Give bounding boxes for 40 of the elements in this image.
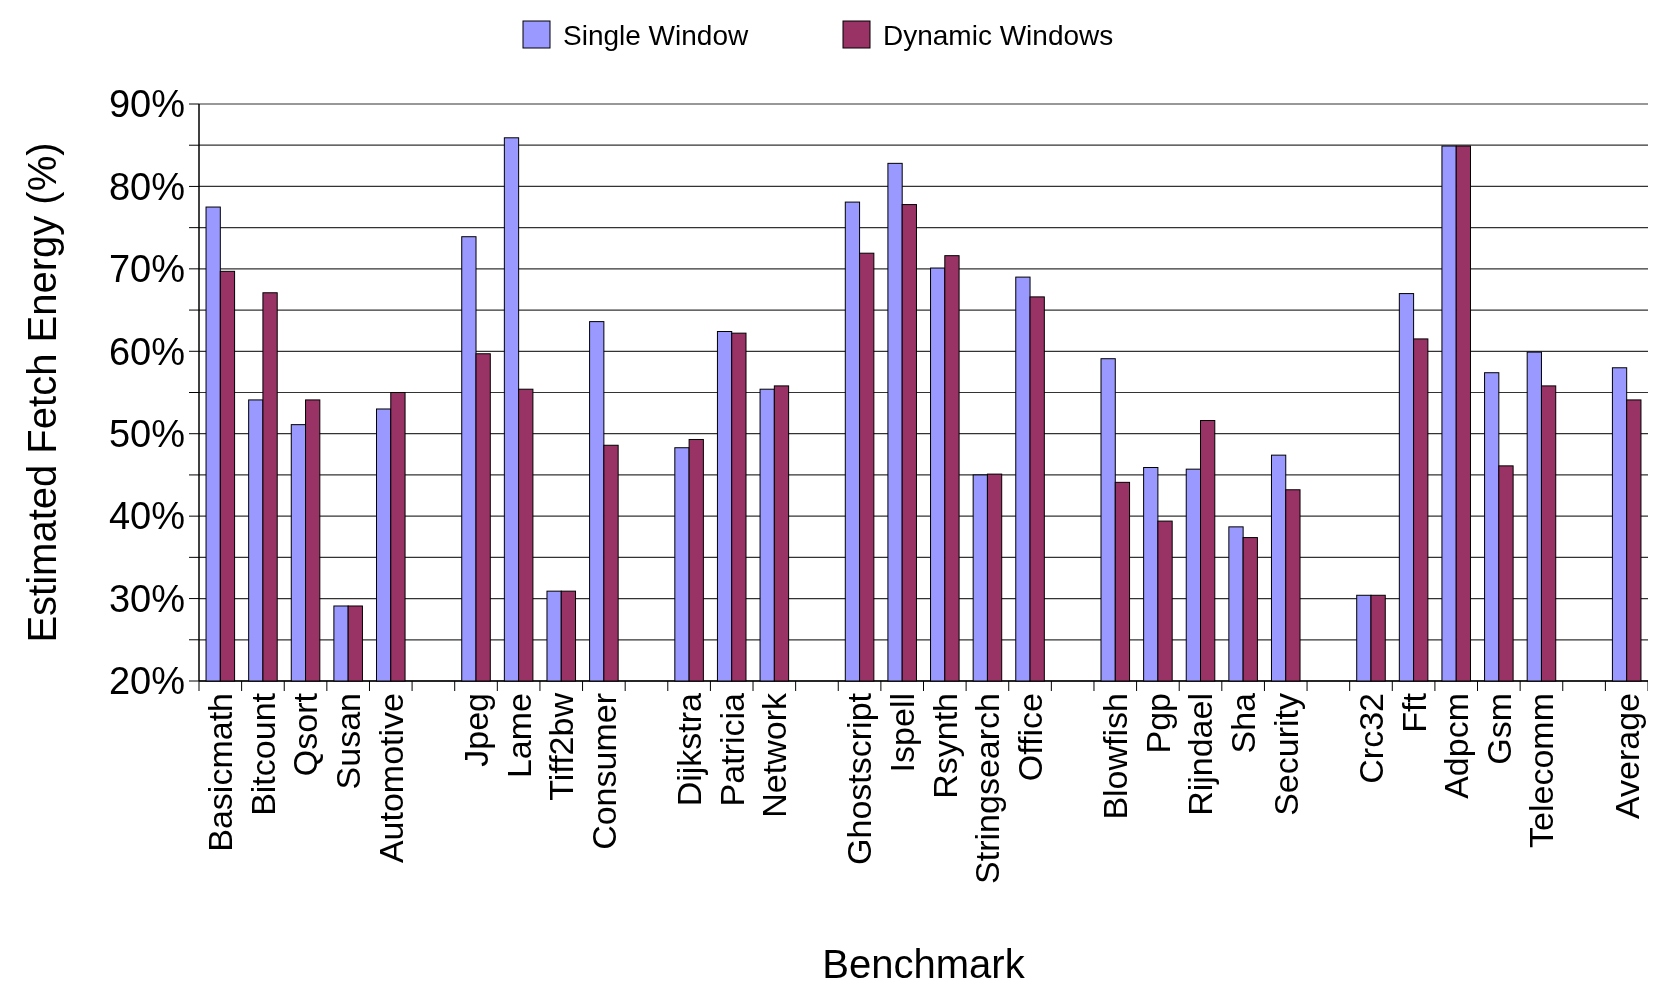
legend-label: Dynamic Windows <box>883 19 1114 51</box>
x-tick-label: Crc32 <box>1351 693 1390 784</box>
x-tick-label: Basicmath <box>201 693 240 852</box>
x-tick-label: Dijkstra <box>670 692 708 807</box>
x-tick-label: Rijndael <box>1181 693 1220 816</box>
x-tick-label: Tiff2bw <box>542 692 581 801</box>
x-tick-label: Pgp <box>1138 693 1177 754</box>
y-tick-label: 30% <box>108 577 185 620</box>
y-tick-label: 40% <box>108 495 185 538</box>
x-tick-label: Bitcount <box>243 692 282 816</box>
y-tick-label: 70% <box>108 248 185 291</box>
x-tick-label: Telecomm <box>1522 693 1561 848</box>
x-tick-label: Patricia <box>712 692 751 807</box>
x-axis-title: Benchmark <box>822 942 1026 986</box>
x-tick-label: Fft <box>1394 692 1433 733</box>
x-tick-label: Rsynth <box>925 693 964 799</box>
x-tick-label: Automotive <box>371 693 410 864</box>
x-tick-label: Consumer <box>584 693 623 850</box>
x-tick-label: Stringsearch <box>968 693 1007 884</box>
y-tick-label: 60% <box>108 330 185 373</box>
y-tick-label: 90% <box>108 83 185 126</box>
x-tick-label: Ispell <box>883 693 922 773</box>
x-tick-label: Sha <box>1224 692 1263 754</box>
x-tick-label: Qsort <box>286 692 325 777</box>
x-tick-label: Blowfish <box>1096 693 1135 820</box>
x-tick-label: Susan <box>329 693 368 790</box>
y-tick-label: 80% <box>108 165 185 208</box>
x-tick-label: Adpcm <box>1437 693 1476 799</box>
legend-label: Single Window <box>563 19 749 51</box>
y-tick-label: 50% <box>108 413 185 456</box>
x-tick-label: Jpeg <box>456 693 495 767</box>
y-tick-label: 20% <box>108 660 185 703</box>
x-tick-label: Ghostscript <box>840 692 879 865</box>
y-axis-title: Estimated Fetch Energy (%) <box>20 142 64 643</box>
x-tick-label: Lame <box>499 693 538 779</box>
x-tick-label: Security <box>1266 693 1305 816</box>
x-tick-label: Gsm <box>1479 693 1518 765</box>
x-tick-label: Office <box>1010 693 1049 782</box>
x-tick-label: Average <box>1607 693 1646 820</box>
x-tick-label: Network <box>755 692 794 818</box>
